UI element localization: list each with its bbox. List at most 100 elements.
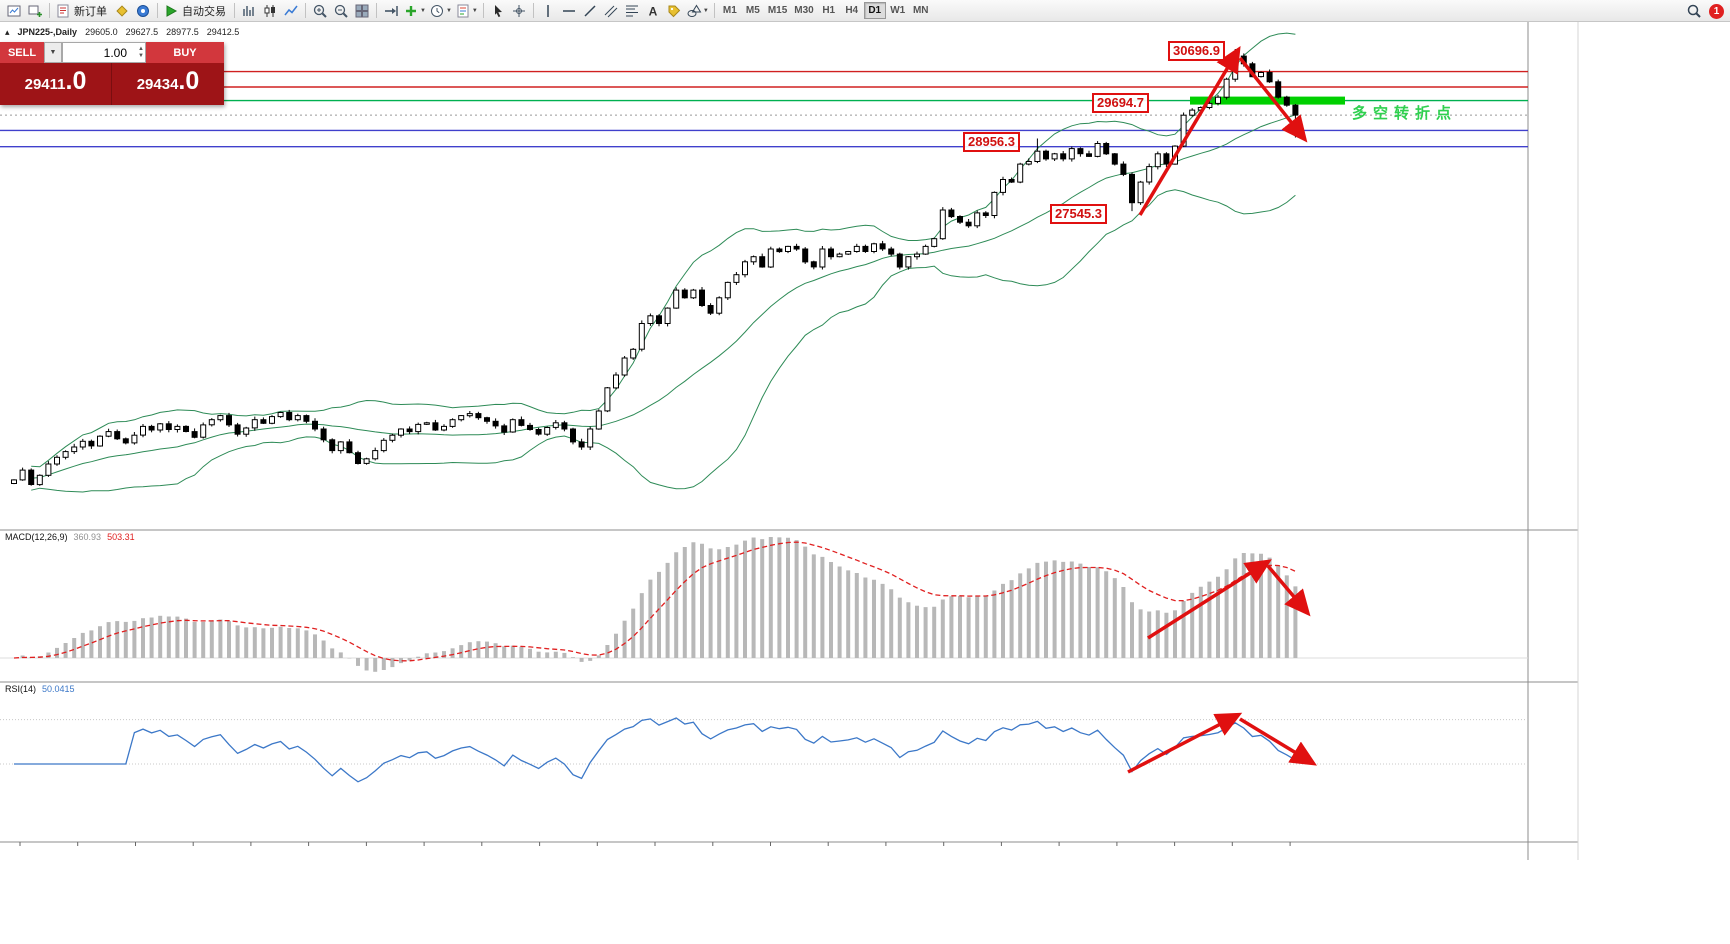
zoomin-glyph bbox=[313, 4, 327, 18]
vertical-line-icon[interactable] bbox=[538, 2, 558, 20]
chartwin-glyph bbox=[7, 5, 21, 16]
buy-button[interactable]: BUY bbox=[146, 42, 224, 63]
chart-window-icon[interactable] bbox=[4, 2, 24, 20]
timeframe-mn-button[interactable]: MN bbox=[912, 5, 929, 16]
candles bbox=[11, 49, 1299, 486]
template-glyph bbox=[457, 4, 469, 17]
macd-signal-line bbox=[13, 541, 1296, 662]
play-glyph bbox=[166, 4, 178, 17]
rsi-line bbox=[14, 717, 1296, 783]
tile-windows-icon[interactable] bbox=[352, 2, 372, 20]
clock-glyph bbox=[430, 4, 443, 17]
timeframe-m1-button[interactable]: M1 bbox=[722, 5, 737, 16]
sell-price-pips: .0 bbox=[65, 67, 87, 95]
text-icon[interactable]: A bbox=[643, 2, 663, 20]
newchart-glyph bbox=[28, 5, 42, 17]
trade-panel-dropdown[interactable]: ▼ bbox=[44, 42, 62, 63]
bluedot-glyph bbox=[137, 4, 149, 17]
toolbar-items: 新订单 自动交易 ▼ ▼ ▼ A ▼ M1 M5 M15 M30 H1 H4 D1 W1 MN bbox=[4, 2, 932, 20]
toolbar-separator bbox=[376, 3, 377, 18]
macd-histogram bbox=[20, 537, 1298, 672]
date-axis[interactable]: 30 Jul 20209 Aug 202018 Aug 202027 Aug 2… bbox=[0, 842, 1528, 862]
vline-glyph bbox=[547, 4, 549, 17]
rsi-name: RSI(14) bbox=[5, 684, 37, 694]
cursor-icon[interactable] bbox=[488, 2, 508, 20]
macd-label: MACD(12,26,9) 360.93 503.31 bbox=[5, 532, 135, 542]
bar-chart-icon[interactable] bbox=[239, 2, 259, 20]
rsi-label: RSI(14) 50.0415 bbox=[5, 684, 75, 694]
toolbar-separator bbox=[305, 3, 306, 18]
shapes-glyph bbox=[687, 4, 702, 17]
volume-down-icon[interactable]: ▼ bbox=[138, 52, 144, 59]
symbol-marker-icon: ▴ bbox=[5, 27, 10, 37]
turning-point-band bbox=[1190, 96, 1345, 105]
tline-glyph bbox=[584, 4, 596, 17]
trendline-icon[interactable] bbox=[580, 2, 600, 20]
main-toolbar: 新订单 自动交易 ▼ ▼ ▼ A ▼ M1 M5 M15 M30 H1 H4 D1 W1 MN 1 bbox=[0, 0, 1730, 22]
templates-icon[interactable]: ▼ bbox=[454, 2, 479, 20]
macd-value-signal: 503.31 bbox=[107, 532, 135, 542]
volume-up-icon[interactable]: ▲ bbox=[138, 45, 144, 52]
buy-price-pips: .0 bbox=[178, 67, 200, 95]
fibonacci-icon[interactable] bbox=[622, 2, 642, 20]
zoom-in-icon[interactable] bbox=[310, 2, 330, 20]
tile-glyph bbox=[355, 4, 369, 17]
search-icon[interactable] bbox=[1684, 2, 1704, 20]
text-label-icon[interactable] bbox=[664, 2, 684, 20]
new-chart-icon[interactable] bbox=[25, 2, 45, 20]
buy-price-main: 29434 bbox=[136, 76, 179, 93]
price-annotation: 28956.3 bbox=[963, 132, 1020, 152]
bars-glyph bbox=[243, 5, 254, 16]
candles-glyph bbox=[264, 4, 275, 17]
dropdown-caret-icon: ▼ bbox=[445, 7, 452, 14]
macd-value-main: 360.93 bbox=[73, 532, 102, 542]
price-axis[interactable]: 30794.028466.527889.027311.526716.526139… bbox=[1528, 22, 1578, 860]
timeframe-m15-button[interactable]: M15 bbox=[767, 5, 788, 16]
zoom-out-icon[interactable] bbox=[331, 2, 351, 20]
timeframe-m5-button[interactable]: M5 bbox=[745, 5, 760, 16]
horizontal-line-icon[interactable] bbox=[559, 2, 579, 20]
timeframe-m30-button[interactable]: M30 bbox=[794, 5, 814, 16]
sell-price-main: 29411 bbox=[24, 76, 66, 93]
chart-canvas[interactable] bbox=[0, 22, 1730, 944]
autotrading-button[interactable]: 自动交易 bbox=[162, 2, 230, 20]
sell-price[interactable]: 29411 .0 bbox=[0, 63, 112, 105]
dropdown-caret-icon: ▼ bbox=[702, 7, 709, 14]
candlestick-chart-icon[interactable] bbox=[260, 2, 280, 20]
toolbar-separator bbox=[157, 3, 158, 18]
channel-glyph bbox=[604, 5, 618, 17]
cursor-glyph bbox=[494, 4, 502, 17]
crosshair-icon[interactable] bbox=[509, 2, 529, 20]
new-order-button[interactable]: 新订单 bbox=[54, 2, 111, 20]
shapes-icon[interactable]: ▼ bbox=[685, 2, 710, 20]
new-order-button-label: 新订单 bbox=[74, 5, 107, 18]
price-annotation: 30696.9 bbox=[1168, 41, 1225, 61]
buy-price[interactable]: 29434 .0 bbox=[112, 63, 224, 105]
price-annotation: 29694.7 bbox=[1092, 93, 1149, 113]
macd-name: MACD(12,26,9) bbox=[5, 532, 68, 542]
metaeditor-icon[interactable] bbox=[112, 2, 132, 20]
volume-input[interactable] bbox=[63, 43, 129, 62]
equidistant-channel-icon[interactable] bbox=[601, 2, 621, 20]
toolbar-separator bbox=[49, 3, 50, 18]
shift-glyph bbox=[385, 5, 398, 16]
timeframe-w1-button[interactable]: W1 bbox=[890, 5, 906, 16]
timeframe-h4-button[interactable]: H4 bbox=[845, 5, 859, 16]
chart-window: ▴ JPN225-,Daily 29605.0 29627.5 28977.5 … bbox=[0, 22, 1730, 944]
periods-icon[interactable]: ▼ bbox=[428, 2, 453, 20]
sell-button[interactable]: SELL bbox=[0, 42, 44, 63]
indicators-icon[interactable]: ▼ bbox=[402, 2, 427, 20]
horizontal-lines bbox=[0, 70, 1528, 148]
diamond-glyph bbox=[116, 4, 128, 17]
timeframe-h1-button[interactable]: H1 bbox=[822, 5, 836, 16]
rsi-value: 50.0415 bbox=[42, 684, 75, 694]
ohlc-low: 28977.5 bbox=[166, 27, 199, 37]
timeframe-d1-button[interactable]: D1 bbox=[863, 2, 886, 19]
notification-badge[interactable]: 1 bbox=[1709, 3, 1724, 19]
autotrading-button-label: 自动交易 bbox=[182, 5, 226, 18]
line-chart-icon[interactable] bbox=[281, 2, 301, 20]
auto-scroll-icon[interactable] bbox=[381, 2, 401, 20]
options-icon[interactable] bbox=[133, 2, 153, 20]
bollinger-bands bbox=[31, 32, 1296, 493]
dropdown-caret-icon: ▼ bbox=[420, 7, 426, 14]
